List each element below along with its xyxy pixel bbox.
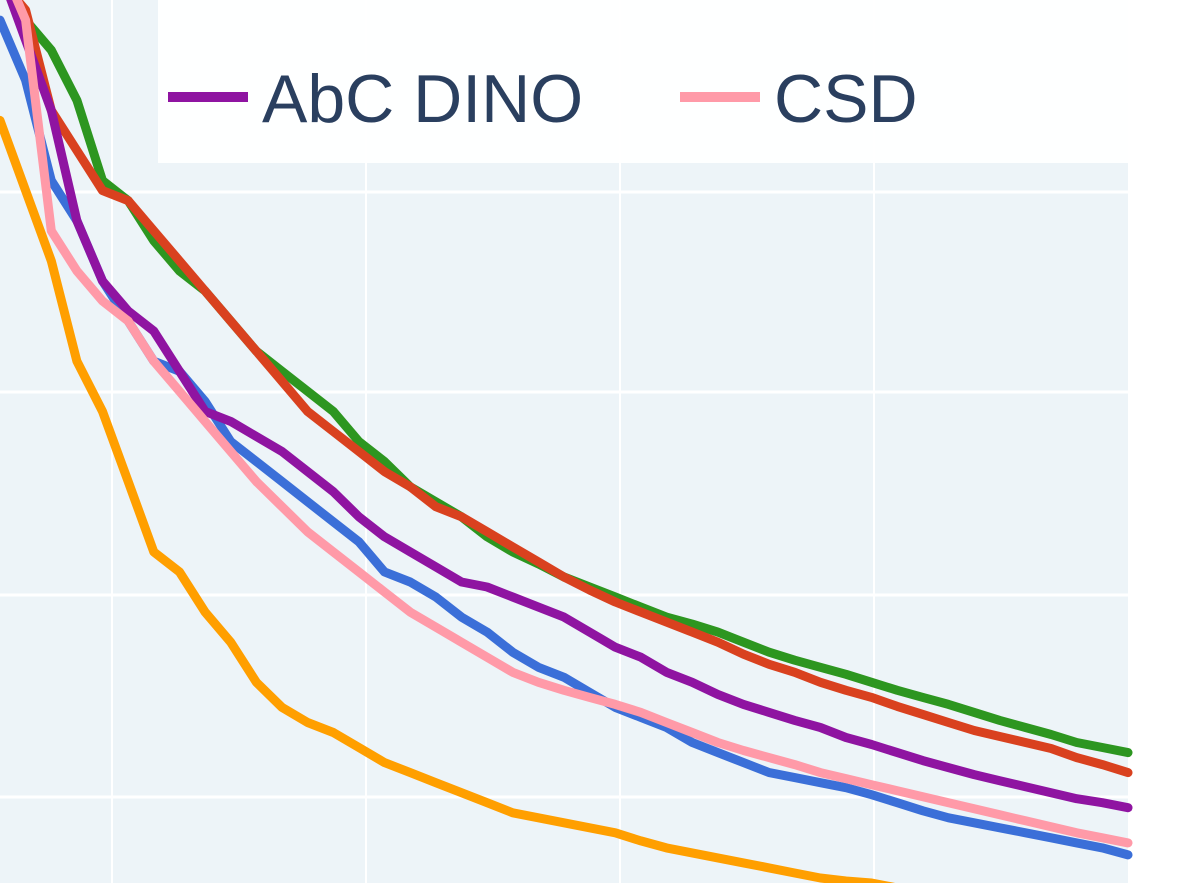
legend: AbC DINO CSD	[158, 0, 1128, 163]
series-line-unnamed-0	[0, 115, 896, 883]
legend-label-csd: CSD	[774, 61, 918, 137]
legend-label-abc-dino: AbC DINO	[262, 61, 583, 137]
series-line-unnamed-3	[11, 0, 1133, 778]
series-line-csd	[12, 0, 1133, 848]
legend-background	[158, 0, 1128, 163]
series-line-abc-dino	[6, 0, 1133, 813]
series-lines	[0, 0, 1133, 883]
